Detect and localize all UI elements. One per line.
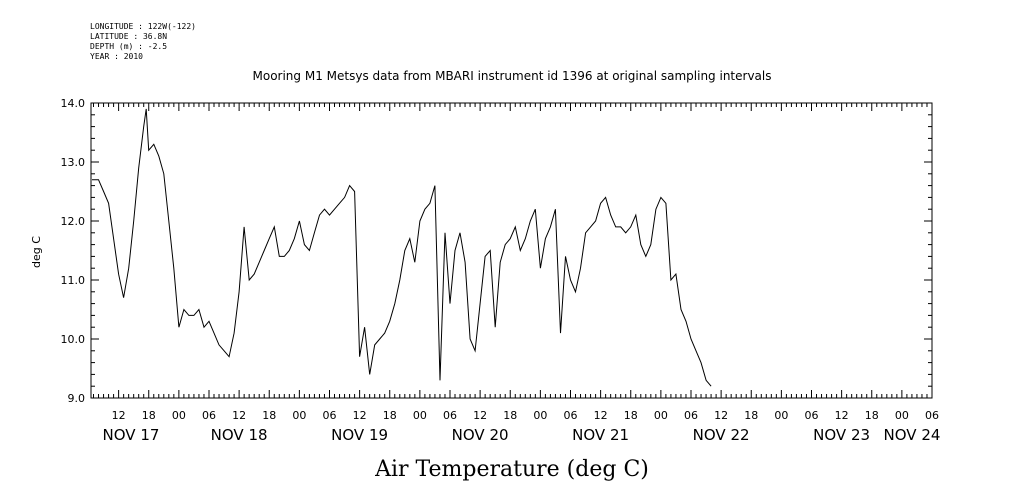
x-hour-tick-label: 18	[383, 409, 397, 422]
meta-latitude: LATITUDE : 36.8N	[90, 32, 167, 41]
x-hour-tick-label: 12	[112, 409, 126, 422]
axes-group: 9.0 10.0 11.0 12.0 13.0 14.0 12 18 00 06 12 18 00 06 1…	[61, 97, 941, 444]
x-hour-tick-label: 12	[835, 409, 849, 422]
series-line	[92, 108, 712, 387]
x-date-label: NOV 23	[813, 426, 870, 444]
y-axis-label: deg C	[30, 236, 43, 268]
x-hour-tick-label: 06	[925, 409, 939, 422]
x-date-label: NOV 21	[572, 426, 629, 444]
x-hour-tick-label: 00	[895, 409, 909, 422]
y-tick-label: 14.0	[61, 97, 86, 110]
x-hour-tick-label: 00	[654, 409, 668, 422]
chart-title: Mooring M1 Metsys data from MBARI instru…	[253, 69, 772, 83]
x-hour-tick-label: 00	[413, 409, 427, 422]
x-hour-tick-label: 00	[533, 409, 547, 422]
x-hour-tick-label: 06	[202, 409, 216, 422]
y-tick-label: 12.0	[61, 215, 86, 228]
meta-longitude: LONGITUDE : 122W(-122)	[90, 22, 196, 31]
y-tick-label: 9.0	[68, 392, 86, 405]
x-hour-tick-label: 18	[262, 409, 276, 422]
plot-frame	[90, 102, 933, 399]
x-hour-tick-label: 12	[473, 409, 487, 422]
x-date-label: NOV 24	[884, 426, 941, 444]
metadata-block: LONGITUDE : 122W(-122) LATITUDE : 36.8N …	[90, 22, 196, 61]
x-date-label: NOV 18	[211, 426, 268, 444]
x-hour-tick-label: 00	[172, 409, 186, 422]
x-hour-tick-label: 18	[744, 409, 758, 422]
x-hour-tick-label: 12	[594, 409, 608, 422]
x-hour-tick-label: 18	[624, 409, 638, 422]
meta-year: YEAR : 2010	[90, 52, 143, 61]
x-hour-tick-label: 18	[503, 409, 517, 422]
x-hour-tick-label: 06	[443, 409, 457, 422]
x-date-label: NOV 19	[331, 426, 388, 444]
x-date-label: NOV 17	[103, 426, 160, 444]
x-axis-label: Air Temperature (deg C)	[374, 457, 649, 482]
x-hour-tick-label: 06	[563, 409, 577, 422]
x-date-label: NOV 20	[452, 426, 509, 444]
x-hour-tick-label: 00	[292, 409, 306, 422]
x-hour-tick-label: 12	[353, 409, 367, 422]
x-hour-tick-label: 18	[865, 409, 879, 422]
x-hour-tick-label: 12	[714, 409, 728, 422]
y-tick-label: 13.0	[61, 156, 86, 169]
x-hour-tick-label: 12	[232, 409, 246, 422]
x-hour-tick-label: 06	[322, 409, 336, 422]
y-tick-label: 10.0	[61, 333, 86, 346]
meta-depth: DEPTH (m) : -2.5	[90, 42, 167, 51]
x-hour-tick-label: 06	[684, 409, 698, 422]
x-hour-tick-label: 18	[142, 409, 156, 422]
x-hour-tick-label: 06	[804, 409, 818, 422]
x-hour-tick-label: 00	[774, 409, 788, 422]
y-tick-label: 11.0	[61, 274, 86, 287]
x-date-label: NOV 22	[693, 426, 750, 444]
